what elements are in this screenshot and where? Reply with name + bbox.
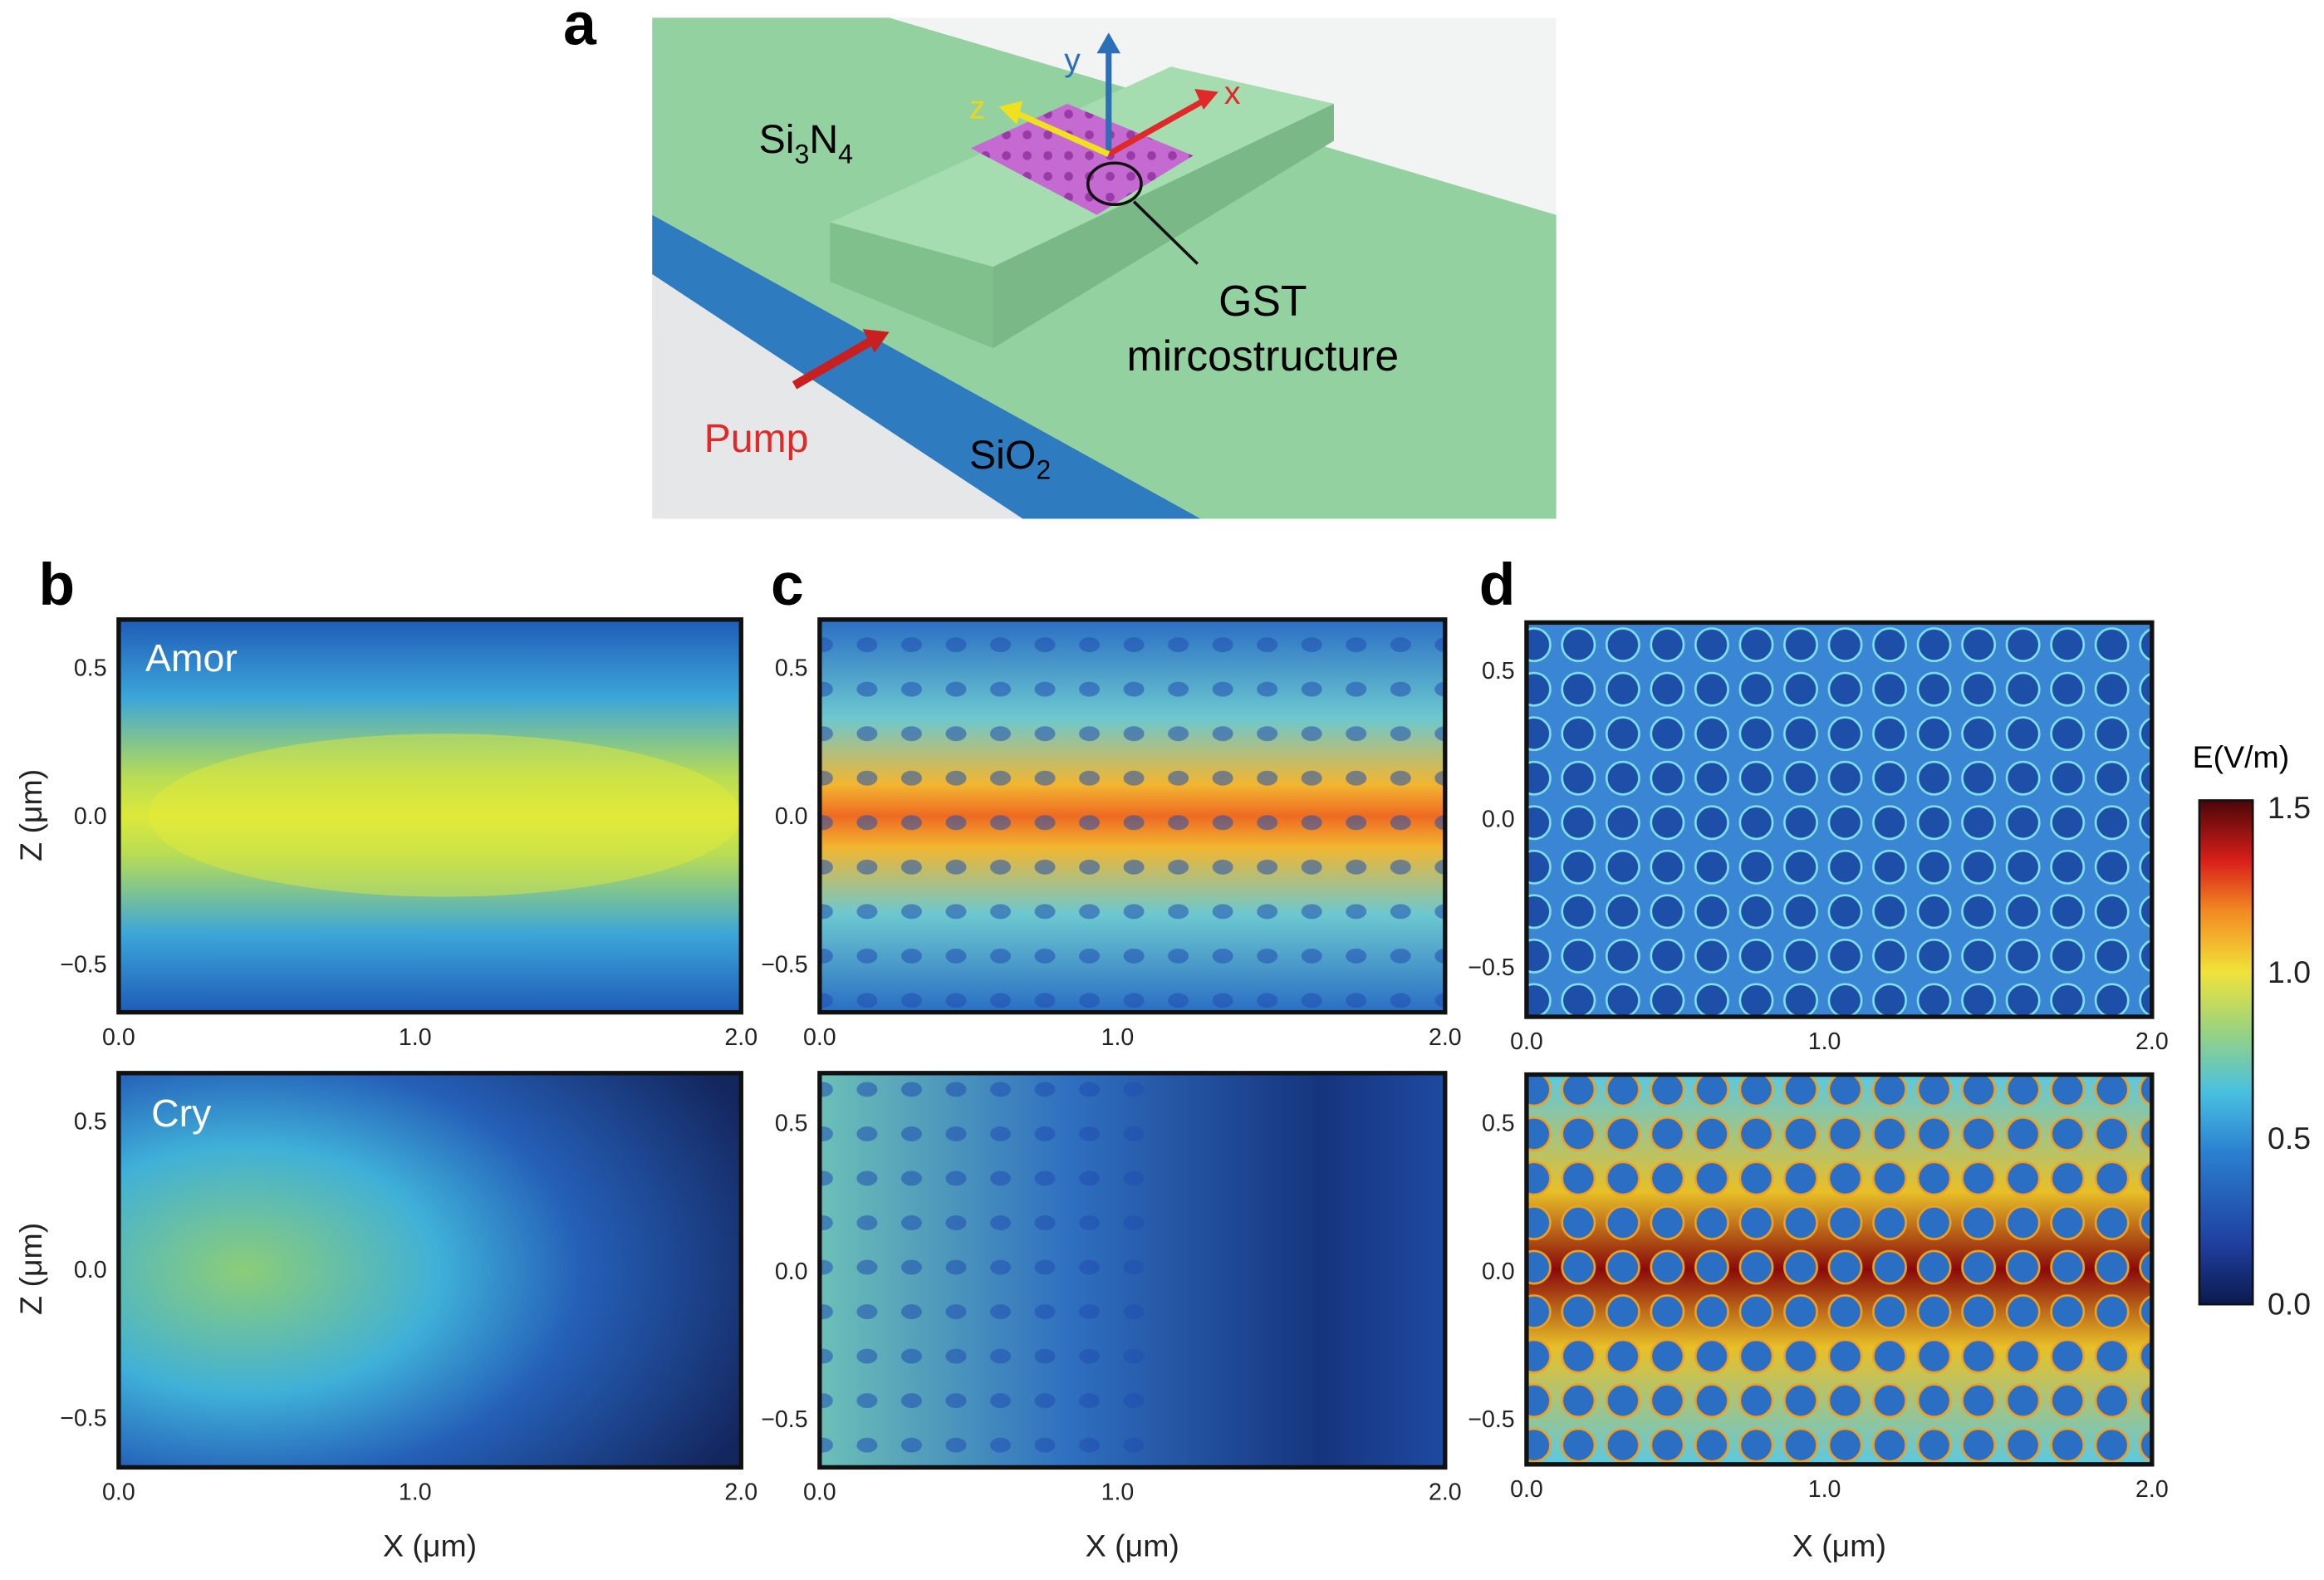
- colorbar-tick: 0.0: [2268, 1287, 2311, 1322]
- axis-label: y: [1064, 42, 1081, 79]
- panel-label: d: [1479, 552, 1516, 618]
- heatmaps: [116, 617, 2254, 1470]
- annotation: Pump: [704, 416, 809, 461]
- shape: [819, 619, 1445, 1013]
- annotation: GST: [1218, 277, 1307, 325]
- y-tick-label: −0.5: [1468, 954, 1514, 981]
- text: N: [809, 117, 838, 162]
- shape: [1013, 110, 1111, 157]
- x-tick-label: 0.0: [1510, 1028, 1543, 1055]
- axis-label: z: [969, 90, 986, 126]
- colorbar-tick: 1.5: [2268, 790, 2311, 825]
- x-tick-label: 1.0: [399, 1479, 432, 1506]
- shape: [830, 222, 993, 349]
- y-axis-label: Z (μm): [13, 769, 48, 861]
- x-tick-label: 1.0: [1101, 1479, 1135, 1506]
- panel-label: a: [563, 0, 597, 58]
- x-tick-label: 1.0: [399, 1024, 432, 1051]
- y-tick-label: 0.0: [775, 803, 808, 830]
- material-label: SiO2: [969, 433, 1051, 484]
- y-tick-label: −0.5: [60, 951, 106, 978]
- shape: [116, 617, 743, 1015]
- y-tick-label: 0.0: [1482, 807, 1515, 833]
- shape: [1107, 98, 1205, 157]
- x-tick-label: 2.0: [724, 1024, 758, 1051]
- shape: [862, 329, 890, 353]
- x-tick-label: 1.0: [1808, 1476, 1841, 1503]
- shape: [148, 734, 742, 897]
- state-label: Cry: [151, 1092, 212, 1135]
- shape: [1524, 1072, 2155, 1467]
- shape: [998, 101, 1023, 125]
- panel-label: b: [39, 552, 76, 618]
- shape: [1086, 161, 1143, 207]
- x-tick-label: 0.0: [102, 1479, 135, 1506]
- text: Si: [759, 117, 795, 162]
- shape: [1526, 1074, 2152, 1465]
- x-tick-label: 2.0: [724, 1479, 758, 1506]
- y-tick-label: −0.5: [60, 1405, 106, 1431]
- x-axis-label: X (μm): [1086, 1528, 1179, 1563]
- x-axis-label: X (μm): [1792, 1528, 1886, 1563]
- shape: [1526, 622, 2152, 1017]
- y-tick-label: 0.0: [1482, 1259, 1515, 1285]
- y-tick-label: 0.5: [1482, 1110, 1515, 1136]
- shape: [819, 1072, 1161, 1468]
- text: 2: [1036, 454, 1051, 484]
- material-label: Si3N4: [759, 117, 853, 169]
- y-tick-label: 0.5: [775, 1110, 808, 1136]
- x-tick-label: 2.0: [1429, 1479, 1462, 1506]
- y-tick-label: −0.5: [761, 1406, 807, 1433]
- text: 3: [795, 139, 810, 169]
- x-tick-label: 0.0: [102, 1024, 135, 1051]
- y-tick-label: 0.0: [775, 1259, 808, 1285]
- shape: [2198, 799, 2254, 1306]
- shape: [1096, 32, 1121, 54]
- panel-label: c: [771, 552, 804, 618]
- y-tick-label: 0.5: [74, 1109, 107, 1136]
- state-label: Amor: [145, 636, 238, 680]
- y-tick-label: 0.5: [74, 655, 107, 682]
- shape: [817, 1071, 1448, 1470]
- shape: [118, 619, 742, 1013]
- shape: [118, 1072, 742, 1468]
- axis-label: x: [1224, 75, 1241, 111]
- x-tick-label: 0.0: [1510, 1476, 1543, 1503]
- x-tick-label: 2.0: [2135, 1476, 2169, 1503]
- y-tick-label: −0.5: [761, 951, 807, 978]
- x-tick-label: 1.0: [1808, 1028, 1841, 1055]
- x-tick-label: 2.0: [1429, 1024, 1462, 1051]
- shape: [993, 103, 1334, 349]
- shape: [817, 617, 1448, 1015]
- colorbar-tick: 0.5: [2268, 1121, 2311, 1156]
- colorbar-title: E(V/m): [2193, 739, 2290, 774]
- shape: [1194, 89, 1218, 110]
- text: 4: [838, 139, 853, 169]
- x-tick-label: 2.0: [2135, 1028, 2169, 1055]
- y-tick-label: 0.0: [74, 803, 107, 830]
- shape: [1132, 200, 1199, 265]
- x-tick-label: 0.0: [803, 1024, 836, 1051]
- shape: [652, 274, 1023, 519]
- schematic: [652, 17, 1557, 519]
- shape: [1524, 620, 2155, 1019]
- x-tick-label: 1.0: [1101, 1024, 1135, 1051]
- y-axis-label: Z (μm): [13, 1223, 48, 1315]
- annotation: mircostructure: [1126, 331, 1399, 380]
- y-tick-label: 0.0: [74, 1257, 107, 1283]
- x-axis-label: X (μm): [383, 1528, 477, 1563]
- shape: [970, 103, 1194, 215]
- axes: 0.0 1.0 2.0 0.5 0.0 −0.5 0.0 1.0 2.0 0.5 0.0 −0.5 0.…: [13, 655, 2169, 1563]
- y-tick-label: −0.5: [1468, 1406, 1514, 1433]
- text: SiO: [969, 433, 1036, 478]
- colorbar-tick: 1.0: [2268, 954, 2311, 989]
- x-tick-label: 0.0: [803, 1479, 836, 1506]
- shape: [116, 1071, 743, 1470]
- shape: [792, 336, 874, 390]
- y-tick-label: 0.5: [1482, 658, 1515, 685]
- y-tick-label: 0.5: [775, 655, 808, 682]
